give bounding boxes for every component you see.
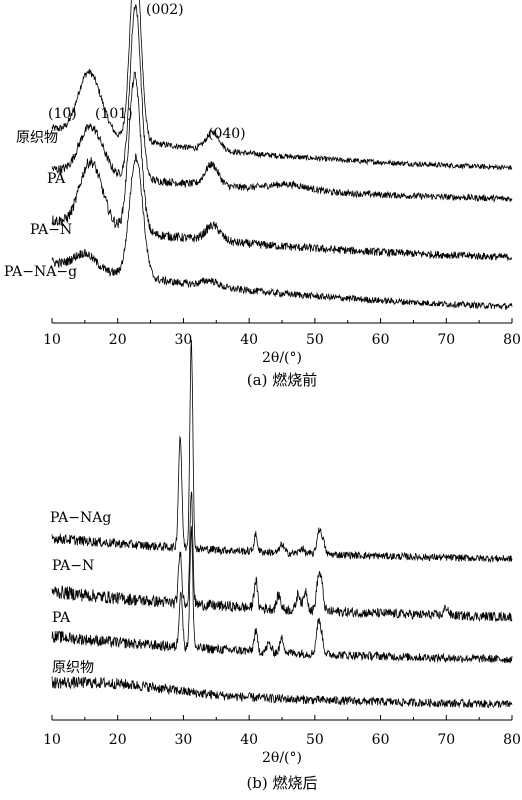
series-label: PA−NA−g [4, 264, 77, 280]
x-tick-label: 50 [306, 732, 324, 748]
x-tick-label: 70 [437, 332, 455, 348]
series-line-1 [51, 339, 513, 564]
series-label: PA−N [30, 222, 72, 238]
panel-caption: (b) 燃烧后 [246, 774, 317, 792]
series-label: PA [52, 610, 71, 626]
series-line-3 [51, 71, 513, 261]
x-tick-label: 10 [43, 732, 61, 748]
x-tick-label: 70 [437, 732, 455, 748]
panel-b-after-burning: 10 20 30 40 50 60 70 80 2θ/(°) (b) 燃烧后 PA−NAg PA−N P… [43, 339, 521, 792]
panel-caption: (a) 燃烧前 [247, 371, 317, 389]
series-line-1 [51, 0, 513, 171]
series-line-2 [51, 491, 513, 623]
series-line-4 [51, 676, 513, 708]
peak-label: (040) [208, 126, 246, 142]
series-line-3 [51, 526, 513, 664]
series-line-2 [51, 4, 513, 203]
x-tick-label: 80 [503, 332, 521, 348]
series-label: PA−N [52, 558, 94, 574]
x-tick-label: 20 [109, 732, 127, 748]
panel-a-before-burning: 10 20 30 40 50 60 70 80 2θ/(°) (a) 燃烧前 原织物 PA PA−N PA… [4, 0, 521, 389]
x-axis-label: 2θ/(°) [262, 350, 302, 366]
x-tick-label: 20 [109, 332, 127, 348]
x-axis-label: 2θ/(°) [262, 750, 302, 766]
peak-label: (10̄) [48, 106, 77, 122]
x-tick-label: 40 [240, 332, 258, 348]
x-tick-label: 30 [175, 332, 193, 348]
x-tick-label: 60 [372, 732, 390, 748]
series-label: PA [47, 171, 66, 187]
x-tick-label: 30 [175, 732, 193, 748]
series-label: 原织物 [16, 130, 58, 146]
peak-label: (101) [95, 106, 133, 122]
series-label: PA−NAg [50, 510, 111, 526]
x-tick-label: 80 [503, 732, 521, 748]
peak-label: (002) [146, 2, 184, 18]
x-tick-label: 60 [372, 332, 390, 348]
x-tick-label: 40 [240, 732, 258, 748]
x-tick-label: 50 [306, 332, 324, 348]
x-tick-label: 10 [43, 332, 61, 348]
series-label: 原织物 [52, 660, 94, 676]
series-line-4 [51, 153, 513, 311]
